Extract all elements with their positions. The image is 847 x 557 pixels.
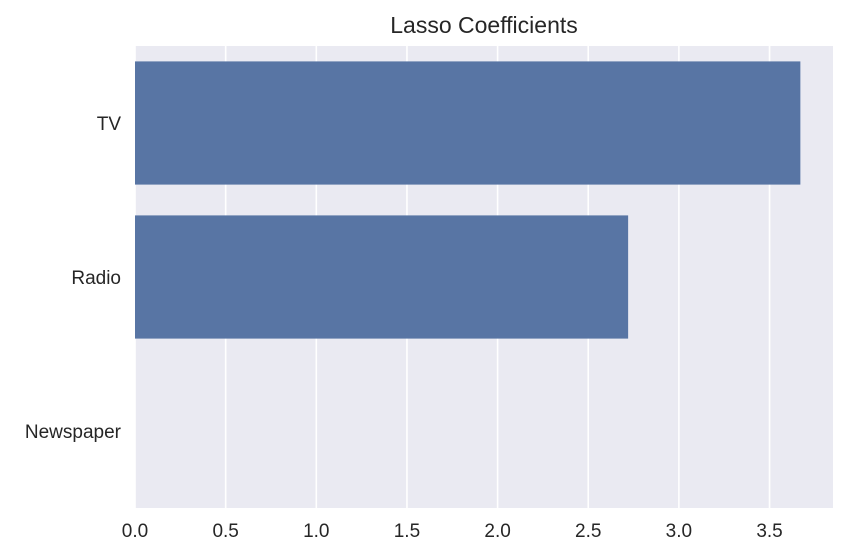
y-tick-label-newspaper: Newspaper [25, 422, 122, 443]
x-tick-label-4: 2.0 [484, 521, 510, 542]
x-tick-label-2: 1.0 [303, 521, 329, 542]
y-tick-labels: TV Radio Newspaper [25, 114, 122, 443]
bar-radio [135, 215, 629, 339]
chart-title: Lasso Coefficients [390, 12, 578, 38]
y-tick-label-radio: Radio [71, 268, 121, 289]
x-tick-label-1: 0.5 [212, 521, 238, 542]
x-tick-labels: 0.0 0.5 1.0 1.5 2.0 2.5 3.0 3.5 [122, 521, 783, 542]
x-tick-label-3: 1.5 [394, 521, 420, 542]
x-tick-label-7: 3.5 [756, 521, 782, 542]
bar-tv [135, 61, 801, 185]
y-tick-label-tv: TV [97, 114, 122, 135]
x-tick-label-5: 2.5 [575, 521, 601, 542]
bars [135, 61, 801, 339]
x-tick-label-0: 0.0 [122, 521, 148, 542]
x-tick-label-6: 3.0 [666, 521, 692, 542]
